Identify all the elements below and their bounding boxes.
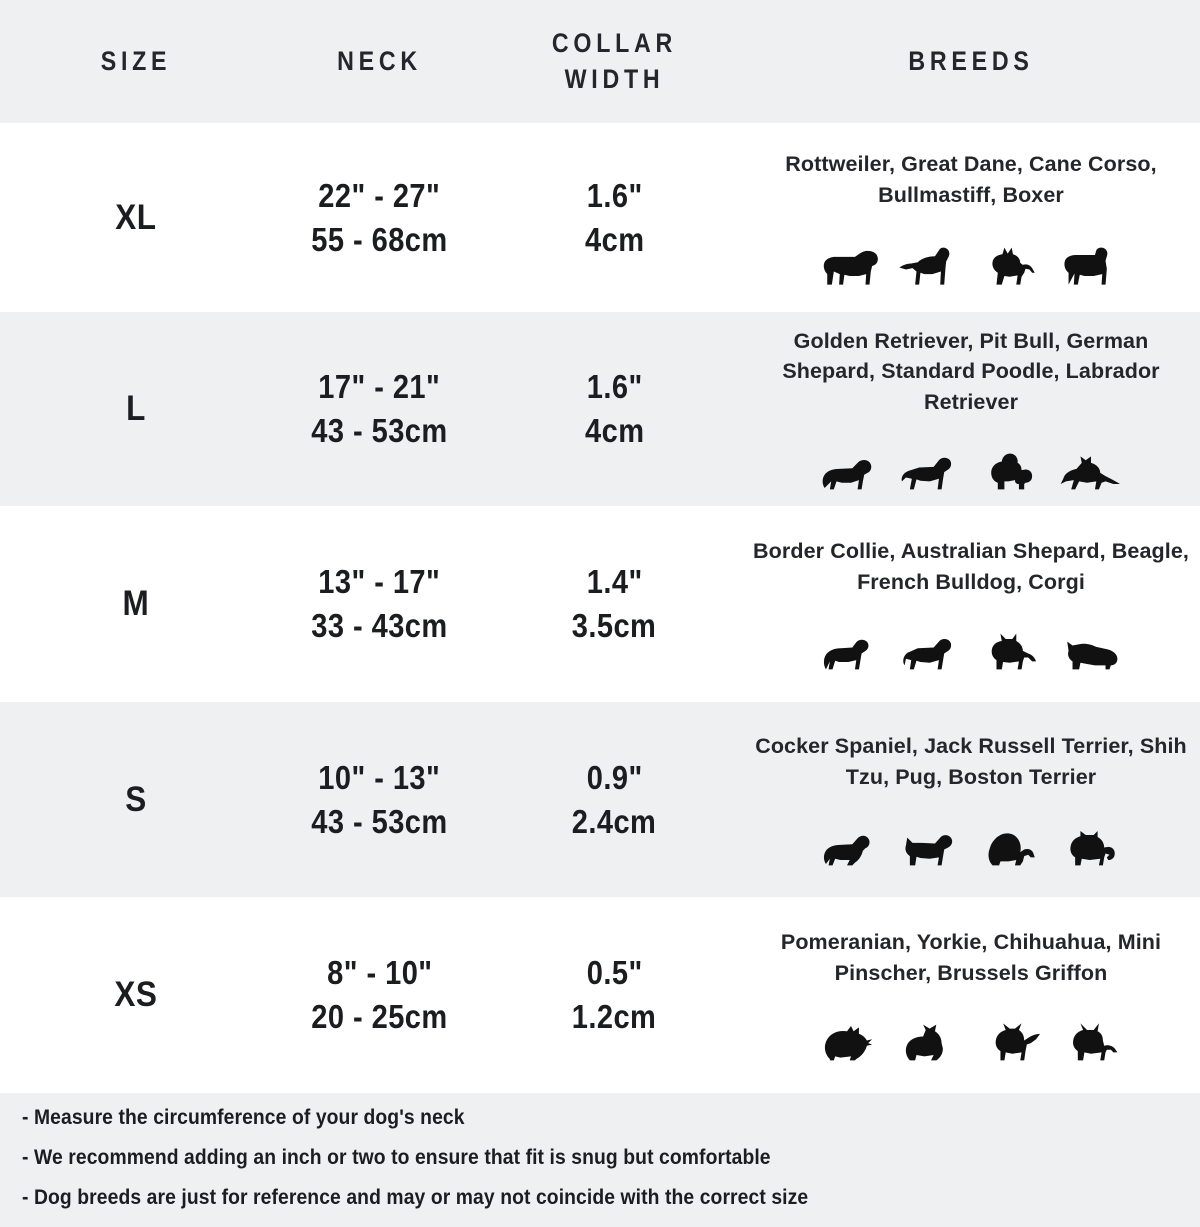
neck-inches: 8" - 10" (326, 954, 433, 992)
size-label: L (126, 389, 146, 428)
note-line: - Dog breeds are just for reference and … (22, 1186, 809, 1209)
cell-neck: 13" - 17" 33 - 43cm (272, 506, 487, 702)
cell-breeds: Border Collie, Australian Shepard, Beagl… (742, 506, 1200, 702)
dog-silhouette-strip (818, 220, 1124, 286)
neck-inches: 22" - 27" (318, 176, 441, 214)
cell-size: L (0, 312, 272, 506)
chihuahua-icon (978, 1022, 1044, 1063)
collar-inches: 0.9" (586, 758, 643, 796)
neck-centimeters: 55 - 68cm (311, 220, 448, 258)
cell-size: S (0, 702, 272, 897)
mini-pinscher-icon (1058, 1022, 1124, 1063)
notes-section: - Measure the circumference of your dog'… (0, 1093, 1200, 1227)
neck-centimeters: 43 - 53cm (311, 412, 448, 449)
cell-breeds: Cocker Spaniel, Jack Russell Terrier, Sh… (742, 702, 1200, 897)
table-row: L 17" - 21" 43 - 53cm 1.6" 4cm Golden Retriev… (0, 312, 1200, 506)
table-row: XL 22" - 27" 55 - 68cm 1.6" 4cm Rottweiler, G… (0, 123, 1200, 312)
cell-neck: 10" - 13" 43 - 53cm (272, 702, 487, 897)
doberman-icon (978, 245, 1044, 286)
table-row: S 10" - 13" 43 - 53cm 0.9" 2.4cm Cocker Spani… (0, 702, 1200, 897)
header-label-width: WIDTH (564, 63, 665, 94)
cell-collar-width: 1.6" 4cm (487, 312, 742, 506)
yorkie-icon (898, 1022, 964, 1063)
cell-collar-width: 1.6" 4cm (487, 123, 742, 312)
size-label: XS (114, 975, 158, 1014)
cocker-spaniel-icon (818, 827, 884, 868)
corgi-icon (1058, 631, 1124, 672)
collar-inches: 1.4" (586, 563, 643, 601)
cell-neck: 17" - 21" 43 - 53cm (272, 312, 487, 506)
french-bulldog-icon (978, 631, 1044, 672)
breeds-list: Cocker Spaniel, Jack Russell Terrier, Sh… (755, 734, 1187, 789)
size-label: S (125, 779, 147, 819)
neck-inches: 13" - 17" (318, 563, 441, 601)
shih-tzu-icon (978, 827, 1044, 868)
header-cell-breeds: BREEDS (742, 44, 1200, 80)
border-collie-icon (818, 631, 884, 672)
collar-inches: 1.6" (586, 368, 643, 406)
dog-silhouette-strip (818, 606, 1124, 672)
breeds-list: Pomeranian, Yorkie, Chihuahua, Mini Pins… (780, 929, 1162, 985)
cell-breeds: Pomeranian, Yorkie, Chihuahua, Mini Pins… (742, 897, 1200, 1093)
breeds-list: Golden Retriever, Pit Bull, German Shepa… (782, 328, 1160, 414)
cell-neck: 8" - 10" 20 - 25cm (272, 897, 487, 1093)
cell-breeds: Golden Retriever, Pit Bull, German Shepa… (742, 312, 1200, 506)
pomeranian-icon (818, 1022, 884, 1063)
collar-centimeters: 1.2cm (572, 998, 657, 1035)
collar-centimeters: 2.4cm (572, 802, 657, 840)
cell-size: XS (0, 897, 272, 1093)
great-dane-icon (898, 245, 964, 286)
neck-inches: 17" - 21" (318, 368, 441, 406)
size-label: M (122, 584, 150, 623)
breeds-list: Border Collie, Australian Shepard, Beagl… (753, 538, 1189, 594)
cell-size: M (0, 506, 272, 702)
header-cell-neck: NECK (272, 44, 487, 80)
pug-icon (1058, 827, 1124, 868)
collar-inches: 1.6" (586, 176, 643, 214)
table-header-row: SIZE NECK COLLAR WIDTH BREEDS (0, 0, 1200, 123)
collar-centimeters: 3.5cm (572, 607, 657, 644)
cell-collar-width: 0.9" 2.4cm (487, 702, 742, 897)
note-line: - Measure the circumference of your dog'… (22, 1106, 465, 1129)
cell-neck: 22" - 27" 55 - 68cm (272, 123, 487, 312)
neck-centimeters: 43 - 53cm (311, 802, 448, 840)
header-label-neck: NECK (337, 45, 422, 76)
bullmastiff-icon (1058, 245, 1124, 286)
header-label-size: SIZE (100, 45, 172, 76)
header-label-collar: COLLAR (551, 27, 678, 58)
header-label-breeds: BREEDS (908, 45, 1034, 76)
collar-inches: 0.5" (586, 954, 643, 992)
dog-silhouette-strip (818, 997, 1124, 1063)
table-row: XS 8" - 10" 20 - 25cm 0.5" 1.2cm Pomeranian, … (0, 897, 1200, 1093)
german-shepherd-icon (1058, 451, 1124, 492)
beagle-icon (898, 631, 964, 672)
cell-collar-width: 0.5" 1.2cm (487, 897, 742, 1093)
cell-collar-width: 1.4" 3.5cm (487, 506, 742, 702)
collar-centimeters: 4cm (584, 412, 645, 449)
cell-breeds: Rottweiler, Great Dane, Cane Corso, Bull… (742, 123, 1200, 312)
size-label: XL (115, 197, 157, 237)
header-cell-collar-width: COLLAR WIDTH (487, 26, 742, 98)
dog-silhouette-strip (818, 802, 1124, 868)
golden-retriever-icon (818, 451, 884, 492)
neck-inches: 10" - 13" (318, 758, 441, 796)
header-cell-size: SIZE (0, 44, 272, 80)
note-line: - We recommend adding an inch or two to … (22, 1146, 771, 1169)
breeds-list: Rottweiler, Great Dane, Cane Corso, Bull… (785, 152, 1157, 207)
jack-russell-icon (898, 827, 964, 868)
labrador-icon (898, 451, 964, 492)
table-row: M 13" - 17" 33 - 43cm 1.4" 3.5cm Border Colli… (0, 506, 1200, 702)
neck-centimeters: 20 - 25cm (311, 998, 448, 1035)
neck-centimeters: 33 - 43cm (311, 607, 448, 644)
poodle-icon (978, 451, 1044, 492)
rottweiler-icon (818, 245, 884, 286)
collar-centimeters: 4cm (584, 220, 645, 258)
cell-size: XL (0, 123, 272, 312)
dog-silhouette-strip (818, 426, 1124, 492)
